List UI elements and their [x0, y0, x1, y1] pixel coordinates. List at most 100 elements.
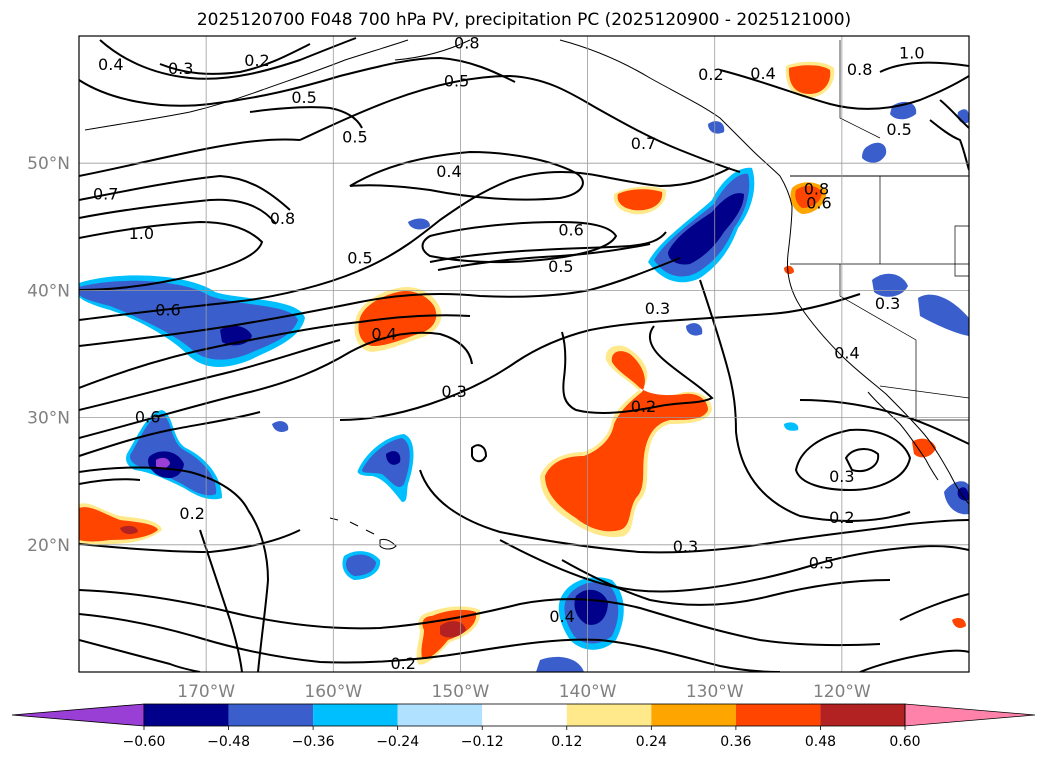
pv-contour — [79, 138, 301, 177]
contour-label: 0.6 — [135, 407, 160, 426]
pv-contour — [79, 220, 264, 291]
colorbar-swatch — [820, 704, 905, 726]
lon-tick-label: 170°W — [177, 682, 235, 702]
pv-contour — [79, 198, 277, 225]
longitude-tick-labels: 170°W 160°W 150°W 140°W 130°W 120°W — [177, 682, 871, 702]
contour-label: 0.4 — [371, 325, 396, 344]
pv-contour — [247, 509, 270, 672]
lon-tick-label: 140°W — [559, 682, 617, 702]
precip-positive-blob — [120, 525, 138, 535]
precip-positive-blob — [788, 65, 831, 94]
precip-positive-blob — [784, 265, 794, 275]
contour-label: 0.2 — [631, 397, 656, 416]
contour-label: 0.7 — [93, 185, 118, 204]
contour-label: 0.2 — [698, 65, 723, 84]
contour-label: 0.4 — [436, 162, 461, 181]
colorbar-swatch — [144, 704, 229, 726]
figure-title: 2025120700 F048 700 hPa PV, precipitatio… — [197, 10, 851, 30]
precip-positive-blob — [440, 621, 466, 638]
pv-contour — [939, 99, 969, 129]
colorbar-swatch — [313, 704, 398, 726]
contour-label: 0.4 — [98, 55, 123, 74]
pv-contour — [79, 257, 681, 347]
pv-contour — [561, 559, 891, 606]
map-frame — [78, 35, 970, 673]
pv-contour — [199, 529, 243, 672]
pv-contour — [349, 150, 584, 201]
colorbar-tick-label: −0.24 — [376, 734, 419, 750]
lon-tick-label: 120°W — [813, 682, 871, 702]
precip-negative-blob — [708, 121, 725, 134]
lat-tick-label: 40°N — [27, 281, 70, 301]
pv-contour — [471, 444, 488, 463]
pv-contour — [719, 69, 969, 110]
colorbar-tick-label: 0.24 — [636, 734, 667, 750]
contour-label: 0.3 — [168, 59, 193, 78]
colorbar-swatch — [228, 704, 314, 726]
pv-contour — [421, 220, 618, 264]
contour-label: 0.3 — [645, 299, 670, 318]
baja-california — [867, 391, 939, 481]
colorbar-tick-label: 0.36 — [720, 734, 751, 750]
precip-negative-blob — [957, 487, 969, 501]
pv-contour — [561, 325, 714, 414]
precip-negative-blob — [784, 422, 799, 431]
colorbar-swatch — [482, 704, 567, 726]
precip-negative-blob — [408, 218, 430, 230]
contour-label: 0.5 — [886, 120, 911, 139]
precip-positive-blob — [79, 507, 158, 542]
pv-contour — [79, 174, 291, 211]
precip-negative-blob — [346, 554, 376, 576]
colorbar-swatch — [651, 704, 736, 726]
pv-contour — [79, 56, 516, 107]
lat-tick-label: 20°N — [27, 536, 70, 556]
contour-label: 0.2 — [829, 508, 854, 527]
precip-negative-blob — [862, 142, 887, 163]
precip-negative-blob — [386, 451, 401, 465]
pv-contours — [79, 37, 969, 672]
lat-tick-label: 50°N — [27, 154, 70, 174]
contour-label: 0.5 — [291, 88, 316, 107]
pv-contour — [99, 37, 357, 80]
hawaii-islands — [329, 517, 397, 550]
pv-contour — [79, 314, 471, 389]
pv-contour — [79, 167, 731, 321]
pv-contour — [794, 428, 912, 492]
pv-contour — [499, 539, 969, 593]
precip-negative-blob — [668, 193, 744, 265]
precip-negative-blob — [872, 273, 908, 297]
colorbar-extend-max — [904, 703, 1036, 727]
pv-contour — [249, 106, 363, 129]
pv-contour — [429, 231, 667, 263]
contour-labels: 0.4 0.3 0.2 0.8 0.5 0.5 0.5 0.2 0.4 0.8 1.0 0.5 0.7 0… — [93, 33, 925, 672]
pv-contour — [799, 399, 969, 445]
pv-contour — [159, 43, 311, 75]
alaska-aleutian-coast — [84, 39, 409, 131]
precip-negative-blob — [156, 457, 170, 469]
contour-label: 0.8 — [454, 33, 479, 52]
colorbar-swatch — [397, 704, 483, 726]
precip-positive-blob — [795, 185, 822, 208]
gridlines — [79, 36, 969, 672]
pv-contour — [339, 293, 861, 421]
contour-label: 0.5 — [809, 554, 834, 573]
contour-label: 0.5 — [347, 248, 372, 267]
contour-label: 1.0 — [129, 224, 154, 243]
contour-label: 0.2 — [244, 51, 269, 70]
contour-label: 0.6 — [155, 300, 180, 319]
pv-contour — [879, 61, 969, 73]
precip-negative-blob — [918, 294, 969, 336]
contour-label: 0.5 — [444, 72, 469, 91]
pv-contour — [79, 478, 141, 485]
lon-tick-label: 150°W — [432, 682, 490, 702]
pv-contour — [419, 469, 969, 554]
pv-contour — [929, 119, 969, 171]
colorbar: −0.60 −0.48 −0.36 −0.24 −0.12 0.12 0.24 0.36 0.4… — [11, 703, 1036, 750]
pv-contour — [299, 74, 741, 173]
contour-label: 0.4 — [549, 607, 574, 626]
precip-negative-blob — [536, 656, 584, 672]
contour-label: 0.8 — [847, 60, 872, 79]
contour-label: 0.6 — [806, 194, 831, 213]
pv-contour — [79, 339, 341, 411]
